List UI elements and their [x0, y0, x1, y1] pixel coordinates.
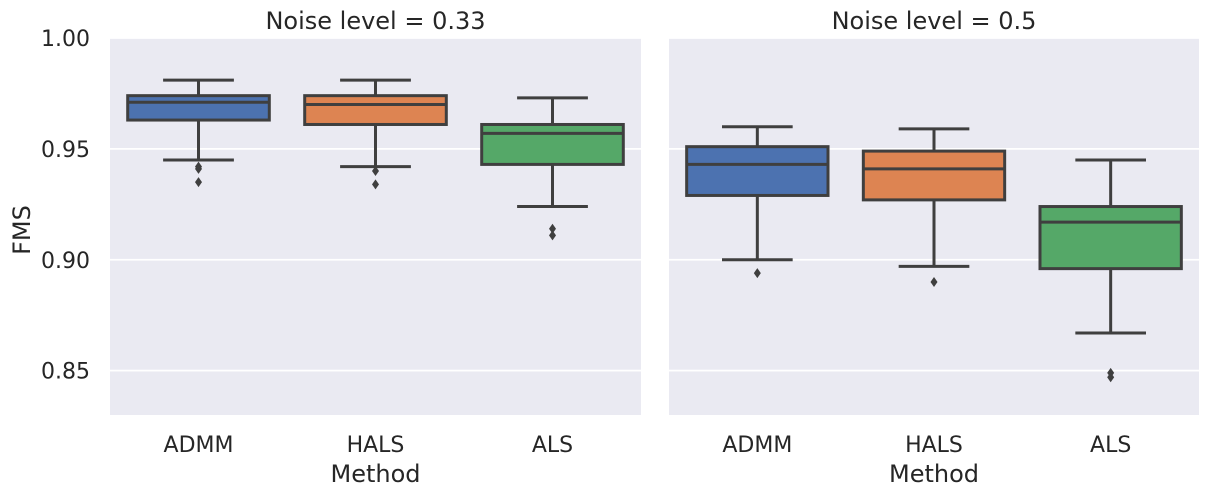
- box-als: [1038, 158, 1183, 383]
- box-iqr: [126, 94, 271, 122]
- x-axis-label: Method: [889, 460, 979, 488]
- box-admm: [126, 78, 271, 188]
- box-iqr: [861, 149, 1007, 202]
- panel-1: Noise level = 0.33 0.85 0.90 0.95 1.00 Method…: [41, 7, 641, 488]
- panel-title: Noise level = 0.5: [832, 7, 1037, 35]
- y-axis-label: FMS: [8, 205, 36, 255]
- outlier-point: [753, 268, 761, 279]
- box-hals: [303, 78, 448, 190]
- box-iqr: [303, 94, 448, 126]
- x-tick-label: ADMM: [164, 433, 234, 458]
- y-tick-label: 0.95: [41, 138, 90, 163]
- panel-title: Noise level = 0.33: [265, 7, 485, 35]
- panel-2: Noise level = 0.5 Method ADMM HALS ALS: [669, 7, 1199, 488]
- outlier-point: [549, 223, 556, 234]
- x-tick-label: ADMM: [722, 433, 792, 458]
- y-tick-label: 1.00: [41, 27, 90, 52]
- x-tick-label: ALS: [1090, 433, 1131, 458]
- outlier-point: [1107, 372, 1115, 383]
- outlier-point: [930, 276, 938, 287]
- y-tick-label: 0.90: [41, 249, 90, 274]
- outlier-point: [195, 177, 202, 188]
- box-admm: [685, 125, 830, 279]
- x-tick-label: ALS: [532, 433, 573, 458]
- outlier-point: [372, 166, 379, 177]
- box-als: [480, 96, 625, 241]
- box-iqr: [480, 122, 625, 166]
- outlier-point: [549, 230, 556, 241]
- box-iqr: [685, 145, 830, 197]
- x-axis-label: Method: [330, 460, 420, 488]
- x-tick-label: HALS: [347, 433, 405, 458]
- box-hals: [861, 127, 1007, 287]
- outlier-point: [195, 163, 202, 174]
- y-tick-label: 0.85: [41, 360, 90, 385]
- box-iqr: [1038, 205, 1183, 271]
- x-tick-label: HALS: [905, 433, 963, 458]
- outlier-point: [372, 179, 379, 190]
